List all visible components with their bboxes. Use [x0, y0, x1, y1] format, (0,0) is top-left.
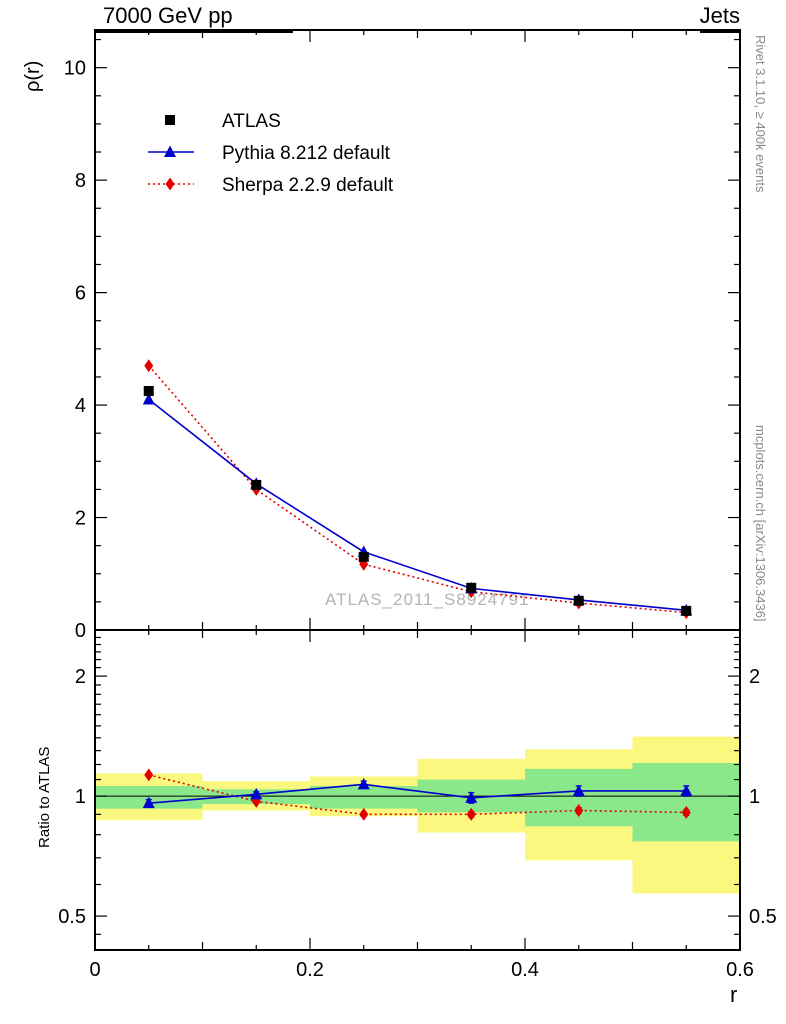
sherpa-2-2-9-default-marker [144, 359, 154, 373]
x-tick-label: 0.4 [511, 959, 539, 981]
sherpa-2-2-9-default-ratio-marker [681, 805, 691, 819]
atlas-legend-marker [165, 115, 175, 125]
mcplots-arxiv-label: mcplots.cern.ch [arXiv:1306.3436] [753, 425, 768, 622]
legend: ATLAS Pythia 8.212 default Sherpa 2.2.9 de… [148, 111, 394, 196]
pythia-8-212-default-line [148, 398, 687, 612]
atlas-marker [466, 582, 477, 593]
green-uncertainty-band [632, 763, 740, 842]
sherpa-2-2-9-default-ratio-line [148, 774, 687, 816]
axes: 0 2 4 6 8 10 0.5 0.5 1 1 2 2 0 0.2 0.4 0.6 [58, 29, 777, 981]
atlas-marker [681, 605, 692, 616]
ratio-y-tick-label-right: 1 [749, 786, 760, 808]
pythia-8-212-default-ratio-marker [465, 791, 478, 803]
main-series [142, 359, 693, 620]
main-y-tick-label: 4 [75, 395, 86, 417]
pythia-8-212-default-ratio-marker [357, 777, 370, 790]
yaxis-label-main: ρ(r) [22, 60, 44, 92]
x-tick-label: 0.6 [726, 959, 754, 981]
x-tick-label: 0 [89, 959, 100, 981]
sherpa-2-2-9-default-ratio-marker [359, 807, 369, 821]
legend-label: Sherpa 2.2.9 default [222, 175, 394, 196]
ratio-y-tick-label-right: 0.5 [749, 906, 777, 928]
plot-title-process: Jets [699, 3, 740, 33]
legend-label: ATLAS [222, 111, 281, 132]
x-tick-label: 0.2 [296, 959, 324, 981]
legend-label: Pythia 8.212 default [222, 143, 391, 164]
ratio-y-tick-label-left: 2 [75, 666, 86, 688]
sherpa-2-2-9-default-ratio-marker [144, 768, 154, 782]
atlas-marker [143, 386, 154, 397]
ratio-series [142, 768, 693, 821]
ratio-uncertainty-bands [95, 736, 740, 894]
analysis-watermark: ATLAS_2011_S8924791 [325, 590, 530, 609]
pythia-8-212-default-ratio-marker [250, 787, 263, 800]
atlas-marker [358, 551, 369, 562]
pythia-8-212-default-legend-marker [164, 145, 176, 157]
main-y-tick-label: 2 [75, 508, 86, 530]
ratio-y-tick-label-left: 1 [75, 786, 86, 808]
sherpa-2-2-9-default-ratio-marker [466, 807, 476, 821]
ratio-y-tick-label-left: 0.5 [58, 906, 86, 928]
plot-title-energy: 7000 GeV pp [95, 3, 293, 33]
sherpa-2-2-9-default-line [148, 365, 687, 614]
xaxis-label: r [730, 982, 738, 1007]
pythia-8-212-default-ratio-marker [680, 784, 693, 796]
atlas-marker [251, 479, 262, 490]
yaxis-label-ratio: Ratio to ATLAS [36, 746, 53, 848]
main-y-tick-label: 6 [75, 283, 86, 305]
sherpa-2-2-9-default-ratio-marker [574, 804, 584, 818]
green-uncertainty-band [525, 768, 633, 827]
sherpa-2-2-9-default-legend-marker [165, 177, 175, 191]
green-uncertainty-band [310, 785, 418, 809]
main-panel-frame [94, 29, 741, 631]
main-y-tick-label: 10 [64, 58, 86, 80]
atlas-marker [573, 595, 584, 606]
pythia-8-212-default-ratio-marker [142, 796, 155, 809]
main-y-tick-label: 0 [75, 620, 86, 642]
rivet-version-label: Rivet 3.1.10, ≥ 400k events [753, 35, 768, 193]
main-y-tick-label: 8 [75, 170, 86, 192]
ratio-y-tick-label-right: 2 [749, 666, 760, 688]
pythia-8-212-default-ratio-marker [572, 784, 585, 796]
pythia-8-212-default-marker [142, 392, 155, 405]
pythia-8-212-default-ratio-line [148, 783, 687, 804]
